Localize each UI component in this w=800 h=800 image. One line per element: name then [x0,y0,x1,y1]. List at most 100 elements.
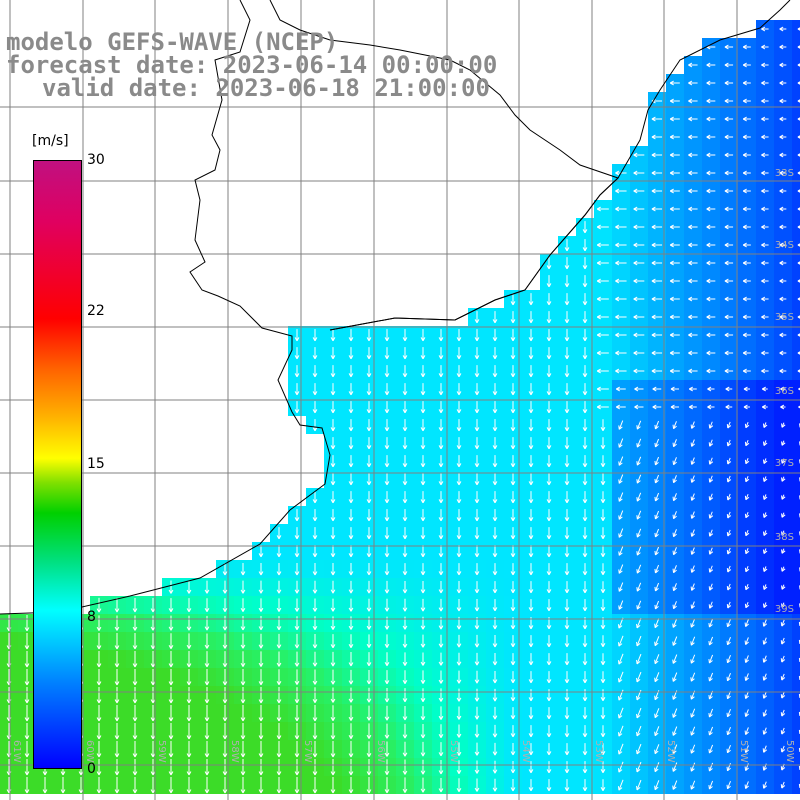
wind-arrow [636,564,642,574]
wind-arrow [438,437,444,450]
wind-arrow [330,563,336,576]
wind-arrow [564,509,570,522]
wind-arrow [633,170,645,176]
wind-cell [792,236,800,254]
wind-arrow [742,314,751,320]
wind-arrow [688,224,698,230]
wind-arrow [276,669,282,685]
wind-arrow [600,599,606,612]
wind-arrow [742,260,751,266]
wind-cell [792,74,800,92]
wind-arrow [402,365,408,378]
wind-arrow [258,669,264,686]
wind-arrow [761,26,769,32]
wind-arrow [779,98,787,104]
wind-arrow [726,439,732,447]
wind-arrow [456,598,462,612]
wind-arrow [438,652,444,666]
wind-arrow [779,350,787,356]
wind-arrow [330,705,336,722]
wind-arrow [402,329,408,342]
wind-arrow [690,547,696,555]
wind-arrow [384,365,390,378]
wind-arrow [366,401,372,414]
wind-arrow [492,724,498,738]
wind-arrow [651,350,663,356]
wind-arrow [402,652,408,666]
wind-arrow [690,654,696,664]
wind-arrow [492,491,498,504]
wind-arrow [528,419,534,432]
wind-arrow [596,350,609,356]
wind-arrow [779,62,787,68]
wind-arrow [762,494,768,500]
wind-arrow [708,457,714,465]
wind-arrow [510,329,516,342]
wind-arrow [654,456,660,466]
wind-arrow [402,419,408,432]
wind-arrow [690,744,696,754]
wind-arrow [781,548,786,554]
wind-arrow [492,760,498,774]
wind-arrow [546,671,552,684]
lat-label-36s: 36S [774,386,794,397]
wind-arrow [708,726,714,736]
wind-arrow [596,206,609,212]
wind-arrow [438,545,444,558]
wind-arrow [672,654,678,664]
wind-arrow [528,383,534,396]
wind-arrow [636,600,642,610]
wind-arrow [761,62,769,68]
wind-arrow [312,687,318,703]
wind-arrow [654,474,660,484]
wind-arrow [672,708,678,718]
lon-label-60w: 60W [84,740,95,763]
wind-arrow [546,509,552,522]
wind-arrow [24,759,30,776]
wind-arrow [546,653,552,666]
wind-arrow [438,509,444,522]
wind-arrow [546,383,552,396]
wind-arrow [669,152,680,158]
wind-arrow [651,152,663,158]
wind-arrow [420,329,426,342]
wind-arrow [724,224,734,230]
wind-arrow [384,437,390,450]
lat-label-37s: 37S [774,458,794,469]
wind-arrow [330,491,336,504]
wind-arrow [724,188,734,194]
wind-arrow [258,687,264,704]
wind-arrow [672,744,678,754]
wind-arrow [384,598,390,612]
wind-arrow [528,743,534,756]
wind-arrow [636,528,642,538]
wind-arrow [564,635,570,648]
wind-arrow [726,619,731,628]
wind-arrow [24,651,30,668]
wind-arrow [510,347,516,360]
wind-cell [792,380,800,398]
wind-arrow [474,527,480,540]
wind-arrow [294,651,300,667]
wind-arrow [402,527,408,540]
wind-arrow [294,669,300,685]
wind-cell [792,722,800,740]
wind-arrow [706,80,716,86]
wind-arrow [474,509,480,522]
wind-arrow [636,438,642,448]
wind-arrow [744,691,749,699]
wind-arrow [708,547,714,555]
wind-arrow [779,152,787,158]
wind-arrow [564,383,570,396]
lon-label-54w: 54W [520,740,531,763]
wind-cell [792,164,800,182]
wind-arrow [492,383,498,396]
wind-arrow [402,634,408,648]
wind-cell [792,488,800,506]
wind-arrow [672,547,677,556]
wind-arrow [456,419,462,432]
wind-arrow [96,723,102,740]
wind-arrow [438,491,444,504]
wind-arrow [651,206,663,212]
wind-arrow [438,742,444,757]
